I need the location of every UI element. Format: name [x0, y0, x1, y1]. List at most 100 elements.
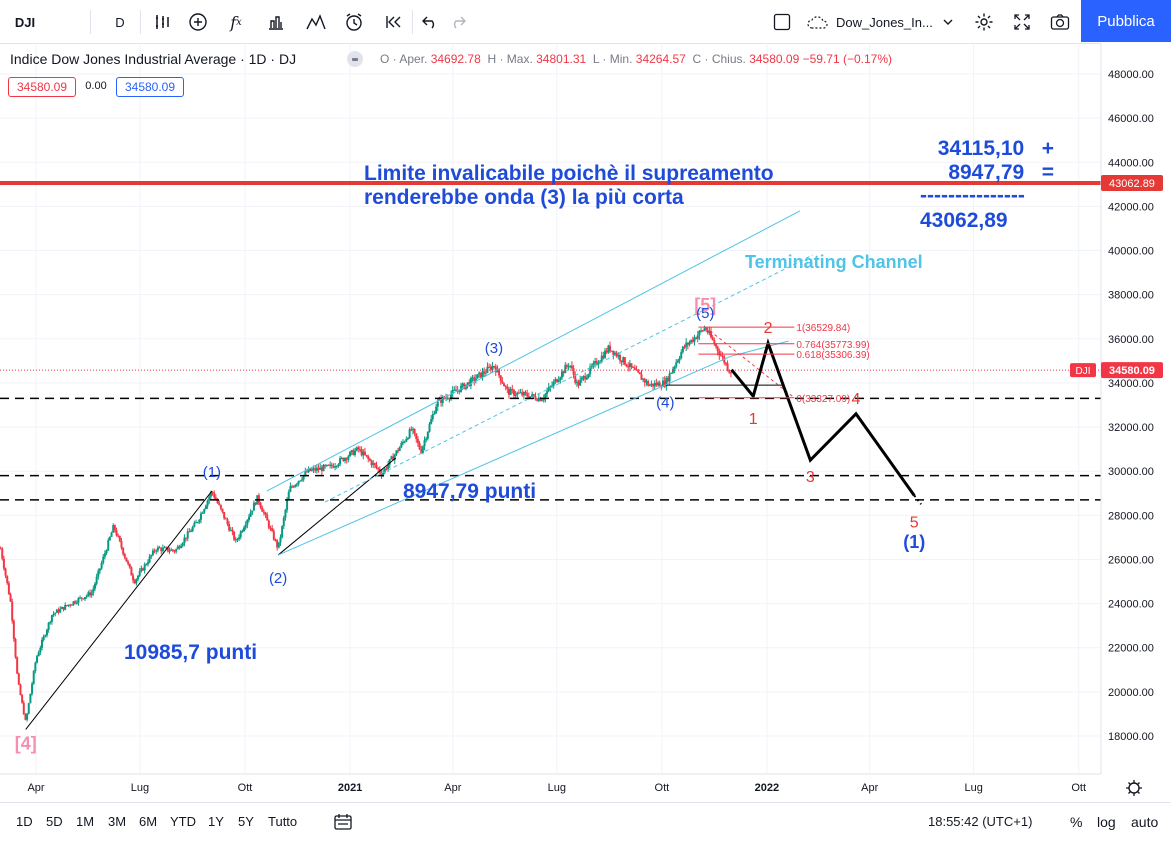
candle-body [98, 568, 101, 571]
time-axis[interactable]: Apr Lug Ott 2021 Apr Lug Ott 2022 Apr Lug Ott [27, 782, 1086, 794]
candle-body [526, 393, 529, 397]
candle-body [340, 457, 343, 459]
candle-body [544, 393, 547, 399]
calc-line-3: --------------- [920, 184, 1025, 207]
price-axis[interactable]: 18000.00 20000.00 22000.00 24000.00 26000.00… [1108, 69, 1154, 743]
candle-body [317, 467, 320, 470]
candle-body [632, 367, 635, 369]
candle-body [474, 378, 477, 381]
candle-body [21, 695, 24, 703]
candle-body [77, 598, 80, 603]
bid-price-box[interactable]: 34580.09 [8, 77, 76, 97]
candle-body [473, 377, 476, 381]
time-tick-label: 2021 [338, 782, 362, 794]
price-tick-label: 38000.00 [1108, 290, 1154, 302]
range-button-5d[interactable]: 5D [46, 814, 63, 829]
candle-body [393, 454, 396, 461]
candle-body [113, 525, 116, 531]
candle-body [233, 531, 236, 540]
candle-body [721, 355, 724, 357]
channel-mid-dashed-line [324, 254, 813, 503]
candle-body [176, 546, 179, 550]
chart-canvas[interactable]: 1(36529.84) 0.764(35773.99)0.618(35306.39… [0, 43, 1171, 802]
candle-body [211, 492, 214, 494]
candle-body [352, 450, 355, 456]
calc-line-2: 8947,79 = [948, 161, 1054, 184]
candle-body [613, 352, 616, 355]
clock-timezone[interactable]: 18:55:42 (UTC+1) [928, 814, 1033, 829]
candle-body [0, 548, 2, 550]
candle-body [357, 447, 360, 450]
replay-icon[interactable] [380, 8, 408, 36]
candle-body [446, 397, 449, 399]
candle-body [97, 570, 100, 577]
candle-body [173, 550, 176, 552]
range-button-5y[interactable]: 5Y [238, 814, 254, 829]
candle-body [261, 507, 264, 512]
candle-body [579, 379, 582, 386]
axis-settings-icon[interactable] [1126, 780, 1142, 796]
strategy-icon[interactable] [302, 8, 330, 36]
redo-icon[interactable] [444, 8, 472, 36]
candle-body [645, 380, 648, 383]
candle-body [145, 564, 148, 566]
candle-body [84, 597, 87, 600]
candle-body [218, 503, 221, 505]
candle-body [628, 363, 631, 368]
auto-toggle[interactable]: auto [1131, 814, 1159, 830]
undo-icon[interactable] [416, 8, 444, 36]
symbol-search-button[interactable]: DJI [14, 14, 36, 30]
candle-body [335, 466, 338, 468]
price-tick-label: 24000.00 [1108, 599, 1154, 611]
chart-style-icon[interactable] [148, 8, 176, 36]
interval-button[interactable]: D [115, 14, 125, 30]
candle-body [9, 594, 12, 602]
ask-price-box[interactable]: 34580.09 [116, 77, 184, 97]
candle-body [234, 539, 237, 541]
candle-body [236, 539, 239, 541]
symbol-legend-title[interactable]: Indice Dow Jones Industrial Average · 1D… [10, 51, 297, 67]
range-button-tutto[interactable]: Tutto [268, 814, 298, 829]
candle-body [80, 597, 83, 599]
candle-body [458, 390, 461, 392]
percent-toggle[interactable]: % [1070, 814, 1083, 830]
candle-body [441, 396, 444, 403]
candle-body [413, 428, 416, 434]
candle-body [22, 702, 25, 715]
candle-body [297, 481, 300, 484]
publish-button[interactable]: Pubblica [1081, 0, 1171, 42]
range-button-1y[interactable]: 1Y [208, 814, 224, 829]
candle-body [325, 464, 328, 467]
candle-body [112, 525, 115, 533]
candle-body [373, 463, 376, 465]
fullscreen-icon[interactable] [1008, 8, 1036, 36]
candle-body [537, 397, 540, 401]
wave3-points-label: 8947,79 punti [403, 480, 536, 503]
candle-body [494, 366, 497, 373]
compare-add-icon[interactable] [184, 8, 212, 36]
candle-body [453, 389, 456, 391]
range-button-ytd[interactable]: YTD [170, 814, 196, 829]
layout-select-icon[interactable] [768, 8, 796, 36]
calc-result: 43062,89 [920, 209, 1008, 232]
range-button-1d[interactable]: 1D [16, 814, 33, 829]
range-button-1m[interactable]: 1M [76, 814, 95, 829]
range-button-3m[interactable]: 3M [108, 814, 127, 829]
candle-body [279, 537, 282, 543]
candle-body [90, 592, 93, 596]
candle-body [471, 377, 474, 379]
candle-body [330, 464, 333, 467]
layout-name-dropdown[interactable]: Dow_Jones_In... [806, 9, 964, 35]
candle-body [252, 502, 255, 511]
camera-icon[interactable] [1046, 8, 1074, 36]
templates-icon[interactable] [262, 8, 290, 36]
candle-body [276, 540, 279, 548]
candle-body [37, 652, 40, 657]
candle-body [691, 339, 694, 342]
alert-icon[interactable] [340, 8, 368, 36]
log-toggle[interactable]: log [1097, 814, 1116, 830]
settings-gear-icon[interactable] [970, 8, 998, 36]
range-button-6m[interactable]: 6M [139, 814, 158, 829]
goto-date-icon[interactable] [333, 813, 353, 836]
